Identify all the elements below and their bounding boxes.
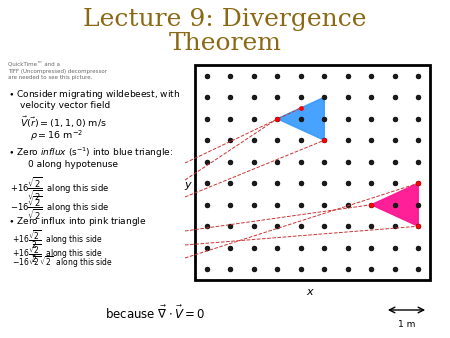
Text: $-16\dfrac{\sqrt{2}}{\sqrt{2}}$  along this side: $-16\dfrac{\sqrt{2}}{\sqrt{2}}$ along th… [10, 194, 109, 222]
Text: $\bullet$ Consider migrating wildebeest, with: $\bullet$ Consider migrating wildebeest,… [8, 88, 180, 101]
Text: $\bullet$ Zero $\mathbf{\mathit{influx}}$ (s$^{-1}$) into blue triangle:: $\bullet$ Zero $\mathbf{\mathit{influx}}… [8, 146, 173, 161]
Text: $\rho = 16\ \mathrm{m}^{-2}$: $\rho = 16\ \mathrm{m}^{-2}$ [30, 128, 83, 143]
Polygon shape [277, 97, 324, 140]
Text: $+16\dfrac{\sqrt{2}}{2}$  along this side: $+16\dfrac{\sqrt{2}}{2}$ along this side [12, 228, 103, 251]
Polygon shape [371, 183, 418, 226]
Text: x: x [307, 287, 313, 297]
Bar [195, 65, 430, 280]
Text: because $\vec{\nabla} \cdot \vec{V} = 0$: because $\vec{\nabla} \cdot \vec{V} = 0$ [105, 305, 205, 322]
Text: 0 along hypotenuse: 0 along hypotenuse [28, 160, 118, 169]
Text: QuickTime™ and a
TIFF (Uncompressed) decompressor
are needed to see this picture: QuickTime™ and a TIFF (Uncompressed) dec… [8, 62, 107, 80]
Text: $+16\dfrac{\sqrt{2}}{2}$  along this side: $+16\dfrac{\sqrt{2}}{2}$ along this side [12, 242, 103, 265]
Text: velocity vector field: velocity vector field [20, 101, 110, 110]
Text: y: y [184, 180, 191, 190]
Text: $\vec{V}(\vec{r}) = (1,1,0)$ m/s: $\vec{V}(\vec{r}) = (1,1,0)$ m/s [20, 115, 107, 130]
Text: Theorem: Theorem [169, 32, 281, 55]
Text: Lecture 9: Divergence: Lecture 9: Divergence [83, 8, 367, 31]
Text: 1 m: 1 m [398, 320, 415, 329]
Text: $\bullet$ Zero influx into pink triangle: $\bullet$ Zero influx into pink triangle [8, 215, 146, 228]
Text: $-16\sqrt{2}\sqrt{2}$  along this side: $-16\sqrt{2}\sqrt{2}$ along this side [12, 255, 113, 270]
Text: $+16\dfrac{\sqrt{2}}{\sqrt{2}}$  along this side: $+16\dfrac{\sqrt{2}}{\sqrt{2}}$ along th… [10, 175, 109, 203]
